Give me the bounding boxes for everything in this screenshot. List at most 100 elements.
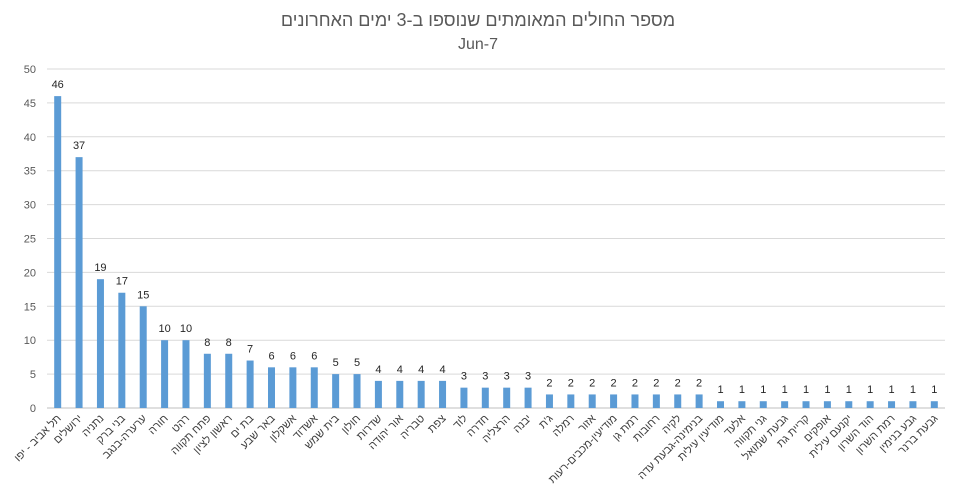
bar — [802, 401, 810, 408]
bar — [695, 394, 703, 408]
y-tick-label: 25 — [24, 234, 36, 246]
data-label: 17 — [116, 276, 128, 288]
bar — [545, 394, 553, 408]
category-label: צפת — [426, 413, 449, 436]
data-label: 6 — [268, 350, 274, 362]
y-tick-label: 15 — [24, 301, 36, 313]
category-label: רמלה — [550, 412, 577, 439]
category-label: יבנה — [511, 413, 534, 436]
data-label: 6 — [290, 350, 296, 362]
bar — [310, 367, 318, 408]
data-label: 5 — [354, 357, 360, 369]
y-tick-label: 0 — [30, 403, 36, 415]
category-label: טבריה — [398, 413, 427, 442]
data-label: 4 — [439, 364, 445, 376]
bar — [460, 387, 468, 408]
data-label: 8 — [226, 337, 232, 349]
data-label: 7 — [247, 344, 253, 356]
bar — [930, 401, 938, 408]
bar — [374, 380, 382, 408]
data-label: 10 — [158, 323, 170, 335]
bar — [610, 394, 618, 408]
bar — [96, 279, 104, 408]
data-label: 15 — [137, 289, 149, 301]
data-label: 6 — [311, 350, 317, 362]
chart-subtitle: Jun-7 — [458, 36, 498, 53]
bar — [203, 353, 211, 408]
data-label: 5 — [333, 357, 339, 369]
y-tick-label: 50 — [24, 64, 36, 76]
y-tick-label: 40 — [24, 132, 36, 144]
bar — [353, 374, 361, 408]
bar — [75, 157, 83, 408]
data-label: 2 — [675, 377, 681, 389]
bar — [717, 401, 724, 408]
bar — [674, 394, 682, 408]
data-label: 46 — [52, 79, 64, 91]
bar — [823, 401, 831, 408]
y-tick-label: 35 — [24, 166, 36, 178]
data-label: 2 — [696, 377, 702, 389]
data-label: 1 — [739, 384, 745, 396]
bar — [439, 380, 447, 408]
data-label: 2 — [653, 377, 659, 389]
data-label: 1 — [824, 384, 830, 396]
data-label: 1 — [867, 384, 873, 396]
bar — [652, 394, 660, 408]
data-label: 3 — [504, 371, 510, 383]
bar — [781, 401, 789, 408]
bar — [567, 394, 575, 408]
bar — [268, 367, 275, 408]
bar — [631, 394, 639, 408]
bar — [866, 401, 874, 408]
bar — [417, 380, 425, 408]
bar — [139, 306, 147, 408]
bar — [246, 360, 254, 408]
data-label: 4 — [418, 364, 424, 376]
y-tick-label: 30 — [24, 200, 36, 212]
gridlines — [47, 68, 945, 409]
data-label: 4 — [375, 364, 381, 376]
bar — [909, 401, 917, 408]
bar — [738, 401, 746, 408]
data-label: 2 — [632, 377, 638, 389]
data-label: 1 — [931, 384, 937, 396]
bar — [481, 387, 489, 408]
bar — [332, 374, 340, 408]
data-label: 2 — [611, 377, 617, 389]
y-tick-label: 10 — [24, 335, 36, 347]
y-axis: 0 5 10 15 20 25 30 35 40 45 50 — [24, 64, 36, 415]
bars — [54, 96, 938, 409]
data-label: 1 — [803, 384, 809, 396]
bar — [54, 96, 62, 409]
data-label: 2 — [589, 377, 595, 389]
bar — [588, 394, 596, 408]
data-label: 19 — [94, 262, 106, 274]
data-label: 1 — [760, 384, 766, 396]
y-tick-label: 45 — [24, 98, 36, 110]
data-label: 3 — [525, 371, 531, 383]
chart-title: מספר החולים המאומתים שנוספו ב-3 ימים האח… — [281, 10, 675, 30]
data-label: 1 — [782, 384, 788, 396]
data-label: 1 — [717, 384, 723, 396]
bar — [845, 401, 853, 408]
bar — [888, 401, 896, 408]
data-labels: 46 37 19 17 15 10 10 8 8 7 6 6 6 5 5 4 4 4 4 3 3 3 3 2 2 2 2 2 2 2 2 1 1… — [52, 79, 938, 396]
bar — [524, 387, 532, 408]
data-label: 1 — [910, 384, 916, 396]
data-label: 37 — [73, 140, 85, 152]
category-label: חורה — [146, 413, 170, 437]
bar — [118, 292, 126, 408]
y-tick-label: 20 — [24, 267, 36, 279]
data-label: 2 — [568, 377, 574, 389]
data-label: 3 — [461, 371, 467, 383]
data-label: 10 — [180, 323, 192, 335]
data-label: 2 — [546, 377, 552, 389]
y-tick-label: 5 — [30, 369, 36, 381]
bar — [503, 387, 511, 408]
bar — [289, 367, 297, 408]
data-label: 4 — [397, 364, 403, 376]
data-label: 1 — [888, 384, 894, 396]
